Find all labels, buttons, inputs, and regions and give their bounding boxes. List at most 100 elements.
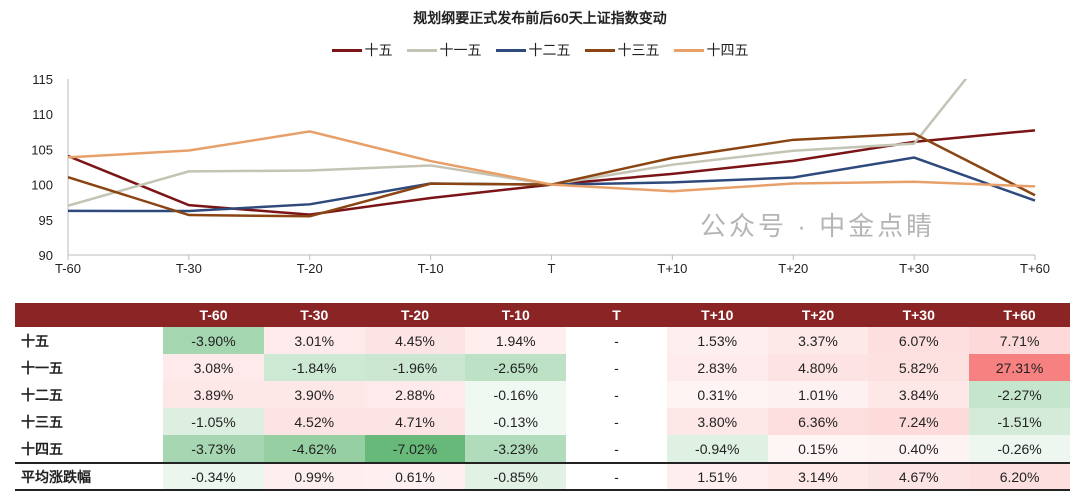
y-tick-label: 100 (31, 178, 53, 193)
x-tick-label: T+20 (778, 261, 808, 276)
table-cell: -2.65% (465, 354, 567, 381)
row-label: 十二五 (21, 386, 63, 403)
table-cell: - (566, 435, 667, 463)
column-header: T-30 (263, 303, 365, 327)
table-cell: -0.26% (969, 435, 1070, 463)
table-cell: 6.07% (868, 327, 970, 354)
x-tick-label: T-30 (176, 261, 202, 276)
y-tick-label: 115 (32, 72, 53, 87)
table-cell: 0.40% (868, 435, 970, 463)
table-cell: 0.61% (364, 462, 466, 491)
row-label: 十四五 (21, 440, 63, 457)
table-cell: 5.82% (868, 354, 970, 381)
table-cell: 1.94% (465, 327, 567, 354)
column-header: T-10 (465, 303, 567, 327)
table-cell: 3.37% (767, 327, 869, 354)
table-cell: 4.45% (364, 327, 466, 354)
x-tick-label: T+60 (1020, 261, 1050, 276)
row-label: 十三五 (21, 413, 63, 430)
legend-item: 十五 (331, 40, 393, 60)
table-cell: 1.53% (666, 327, 768, 354)
y-tick-label: 110 (32, 107, 53, 122)
table-cell: -0.85% (465, 462, 567, 491)
table-cell: 3.14% (767, 462, 869, 491)
x-tick-label: T+30 (899, 261, 929, 276)
table-cell: 3.90% (263, 381, 365, 408)
legend-swatch (331, 48, 362, 52)
legend-item: 十一五 (406, 40, 482, 60)
table-cell: 3.01% (263, 327, 365, 354)
table-cell: - (566, 462, 667, 491)
table-row: 十四五 -3.73% -4.62% -7.02% -3.23% - -0.94% 0.15% 0… (15, 435, 1070, 463)
table-cell: -7.02% (364, 435, 466, 463)
table-cell: 1.51% (666, 462, 768, 491)
y-tick-label: 90 (39, 248, 53, 263)
legend-label: 十五 (364, 42, 393, 58)
legend-label: 十三五 (617, 42, 660, 58)
x-tick-label: T+10 (657, 261, 687, 276)
row-label: 平均涨跌幅 (15, 462, 164, 491)
table-cell: 0.31% (666, 381, 768, 408)
table-cell: 4.52% (263, 408, 365, 435)
table-cell: 3.84% (868, 381, 970, 408)
table-cell: 1.01% (767, 381, 869, 408)
table-row: 平均涨跌幅 -0.34% 0.99% 0.61% -0.85% -1.51% 3.14% 4.… (15, 462, 1070, 491)
table-row: 十一五 3.08% -1.84% -1.96% -2.65% -2.83% 4.80% 5.8… (15, 354, 1070, 381)
x-tick-label: T-20 (297, 261, 323, 276)
column-header: T+20 (767, 303, 869, 327)
column-header: T (566, 303, 667, 327)
table-cell: -1.05% (163, 408, 264, 435)
table-cell: -0.13% (465, 408, 567, 435)
column-header: T-20 (364, 303, 466, 327)
column-header (15, 303, 164, 327)
table-cell: -2.27% (969, 381, 1070, 408)
column-header: T+30 (868, 303, 970, 327)
table-cell: 2.83% (666, 354, 768, 381)
legend-label: 十四五 (706, 42, 749, 58)
line-chart: 90 95 100 105 110 115 T-60 T-30 T-20 T-10 T T+10 T+2… (31, 72, 1050, 276)
table-cell: 0.15% (767, 435, 869, 463)
table-cell: 3.08% (163, 354, 264, 381)
table-cell: -0.34% (163, 462, 264, 491)
x-tick-label: T (548, 261, 556, 276)
table-cell: -1.51% (969, 408, 1070, 435)
table-cell: -0.16% (465, 381, 567, 408)
table-row: 十二五 3.89% 3.90% 2.88% -0.16% -0.31% 1.01% 3.84%… (15, 381, 1070, 408)
table-cell: -4.62% (263, 435, 365, 463)
table-cell: 7.71% (969, 327, 1070, 354)
legend-swatch (495, 48, 526, 52)
table-cell: -3.73% (163, 435, 264, 463)
table-cell: 27.31% (969, 354, 1070, 381)
legend-label: 十一五 (439, 42, 482, 58)
table-cell: -1.96% (364, 354, 466, 381)
chart-title: 规划纲要正式发布前后60天上证指数变动 (413, 10, 667, 26)
table-cell: 3.80% (666, 408, 768, 435)
table-cell: 4.71% (364, 408, 466, 435)
table-cell: -1.84% (263, 354, 365, 381)
column-header: T+60 (969, 303, 1070, 327)
legend-label: 十二五 (528, 42, 571, 58)
table-cell: -0.94% (666, 435, 768, 463)
table-cell: 3.89% (163, 381, 264, 408)
table-cell: - (566, 408, 667, 435)
table-row: 十三五 -1.05% 4.52% 4.71% -0.13% -3.80% 6.36% 7.24… (15, 408, 1070, 435)
x-tick-label: T-10 (418, 261, 444, 276)
y-tick-label: 105 (31, 142, 53, 157)
table-cell: - (566, 327, 667, 354)
table-cell: 4.67% (868, 462, 970, 491)
column-header: T+10 (666, 303, 768, 327)
table-cell: 4.80% (767, 354, 869, 381)
legend-swatch (673, 48, 704, 52)
table-cell: 6.36% (767, 408, 869, 435)
returns-table: T-60 T-30 T-20 T-10 T T+10 T+20 T+30 T+60 十五 -3.90… (15, 303, 1070, 491)
row-label: 十五 (21, 332, 49, 349)
legend-swatch (406, 48, 437, 52)
table-cell: -3.90% (163, 327, 264, 354)
legend-item: 十二五 (495, 40, 571, 60)
table-cell: -3.23% (465, 435, 567, 463)
table-cell: 0.99% (263, 462, 365, 491)
table-cell: - (566, 381, 667, 408)
legend-swatch (584, 48, 615, 52)
table-cell: 7.24% (868, 408, 970, 435)
table-cell: 2.88% (364, 381, 466, 408)
